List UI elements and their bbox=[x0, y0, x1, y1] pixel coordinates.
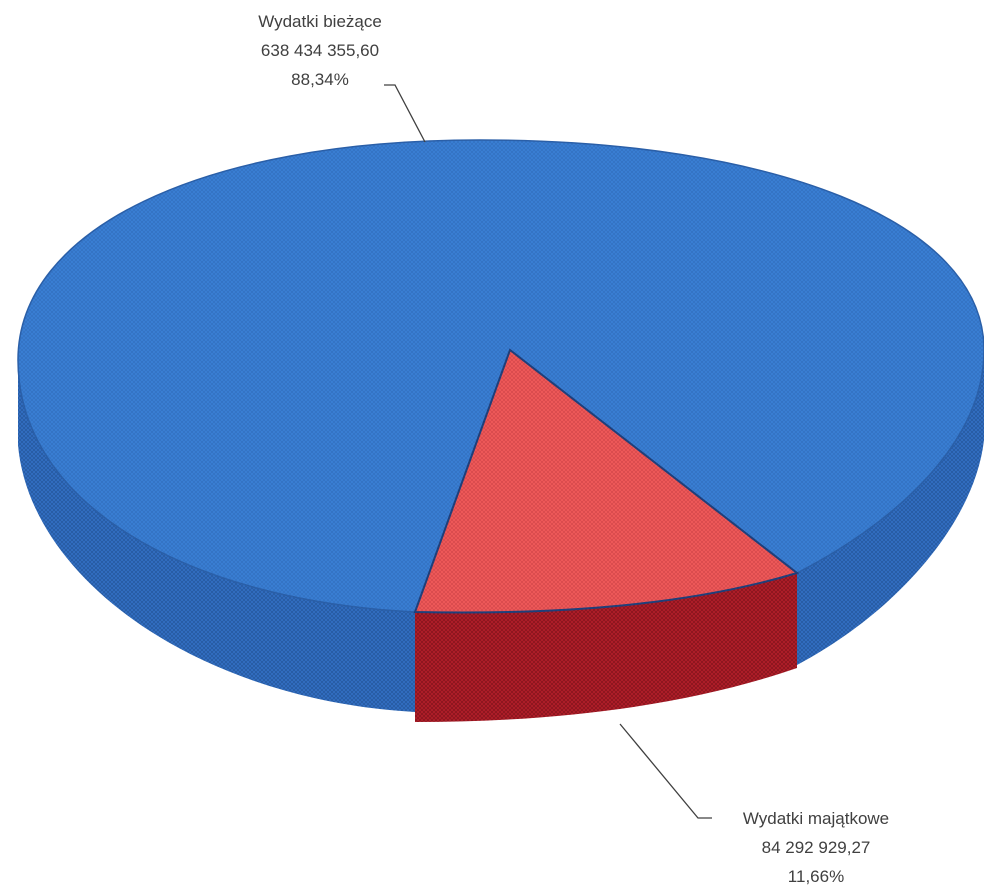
slice-side-wydatki-biezace-right bbox=[797, 350, 984, 665]
leader-line-wydatki-biezace bbox=[384, 84, 426, 143]
label-value-wydatki-majatkowe: 84 292 929,27 bbox=[762, 838, 871, 857]
slice-wydatki-majatkowe bbox=[413, 348, 800, 614]
leader-line-wydatki-majatkowe bbox=[619, 723, 712, 819]
slice-side-wydatki-biezace bbox=[18, 360, 415, 712]
slice-wydatki-biezace bbox=[17, 139, 984, 613]
slice-side-wydatki-majatkowe bbox=[415, 573, 797, 722]
label-value-wydatki-biezace: 638 434 355,60 bbox=[261, 41, 379, 60]
label-percent-wydatki-biezace: 88,34% bbox=[291, 70, 349, 89]
label-name-wydatki-majatkowe: Wydatki majątkowe bbox=[743, 809, 889, 828]
label-name-wydatki-biezace: Wydatki bieżące bbox=[258, 12, 382, 31]
label-percent-wydatki-majatkowe: 11,66% bbox=[788, 867, 844, 886]
